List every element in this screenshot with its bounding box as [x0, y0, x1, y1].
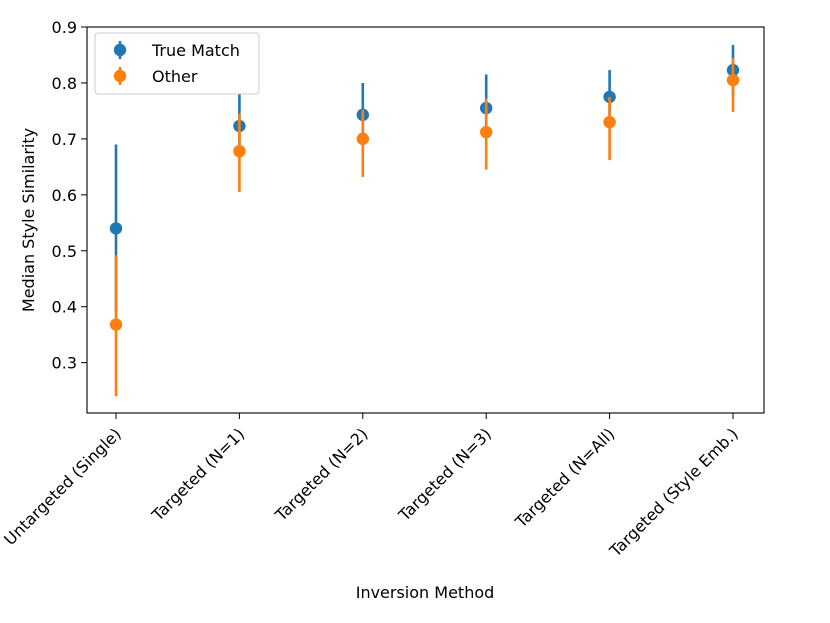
legend-label: Other: [152, 67, 198, 86]
series-other: [109, 57, 740, 397]
data-point: [233, 144, 246, 158]
legend-item: True Match: [113, 41, 240, 60]
x-tick-label: Targeted (N=All): [511, 424, 619, 532]
x-tick-label: Targeted (N=1): [147, 424, 248, 525]
y-axis: 0.3 0.4 0.5 0.6 0.7 0.8 0.9: [52, 18, 87, 373]
series-layer: [109, 44, 740, 397]
legend-item: Other: [113, 67, 198, 86]
legend-marker: [113, 43, 127, 57]
y-tick-label: 0.7: [52, 130, 77, 149]
data-point: [603, 115, 616, 129]
x-tick-label: Targeted (Style Emb.): [605, 424, 742, 561]
data-point: [356, 132, 369, 146]
y-tick-label: 0.9: [52, 18, 77, 37]
data-point: [109, 222, 123, 235]
x-axis-label: Inversion Method: [356, 583, 495, 602]
legend-frame: [94, 32, 260, 95]
legend-marker: [113, 69, 127, 83]
y-tick-label: 0.5: [52, 242, 77, 261]
x-tick-label: Targeted (N=3): [394, 424, 495, 525]
data-point: [109, 318, 123, 331]
x-tick-label: Untargeted (Single): [0, 424, 125, 549]
x-axis: Untargeted (Single) Targeted (N=1) Targete…: [0, 413, 742, 561]
y-tick-label: 0.8: [52, 74, 77, 93]
legend-label: True Match: [151, 41, 240, 60]
y-tick-label: 0.4: [52, 298, 77, 317]
y-axis-label: Median Style Similarity: [19, 128, 38, 312]
x-tick-label: Targeted (N=2): [271, 424, 372, 525]
legend: True Match Other: [94, 32, 260, 95]
data-point: [726, 73, 740, 87]
y-tick-label: 0.6: [52, 186, 77, 205]
data-point: [480, 125, 493, 139]
y-tick-label: 0.3: [52, 354, 77, 373]
